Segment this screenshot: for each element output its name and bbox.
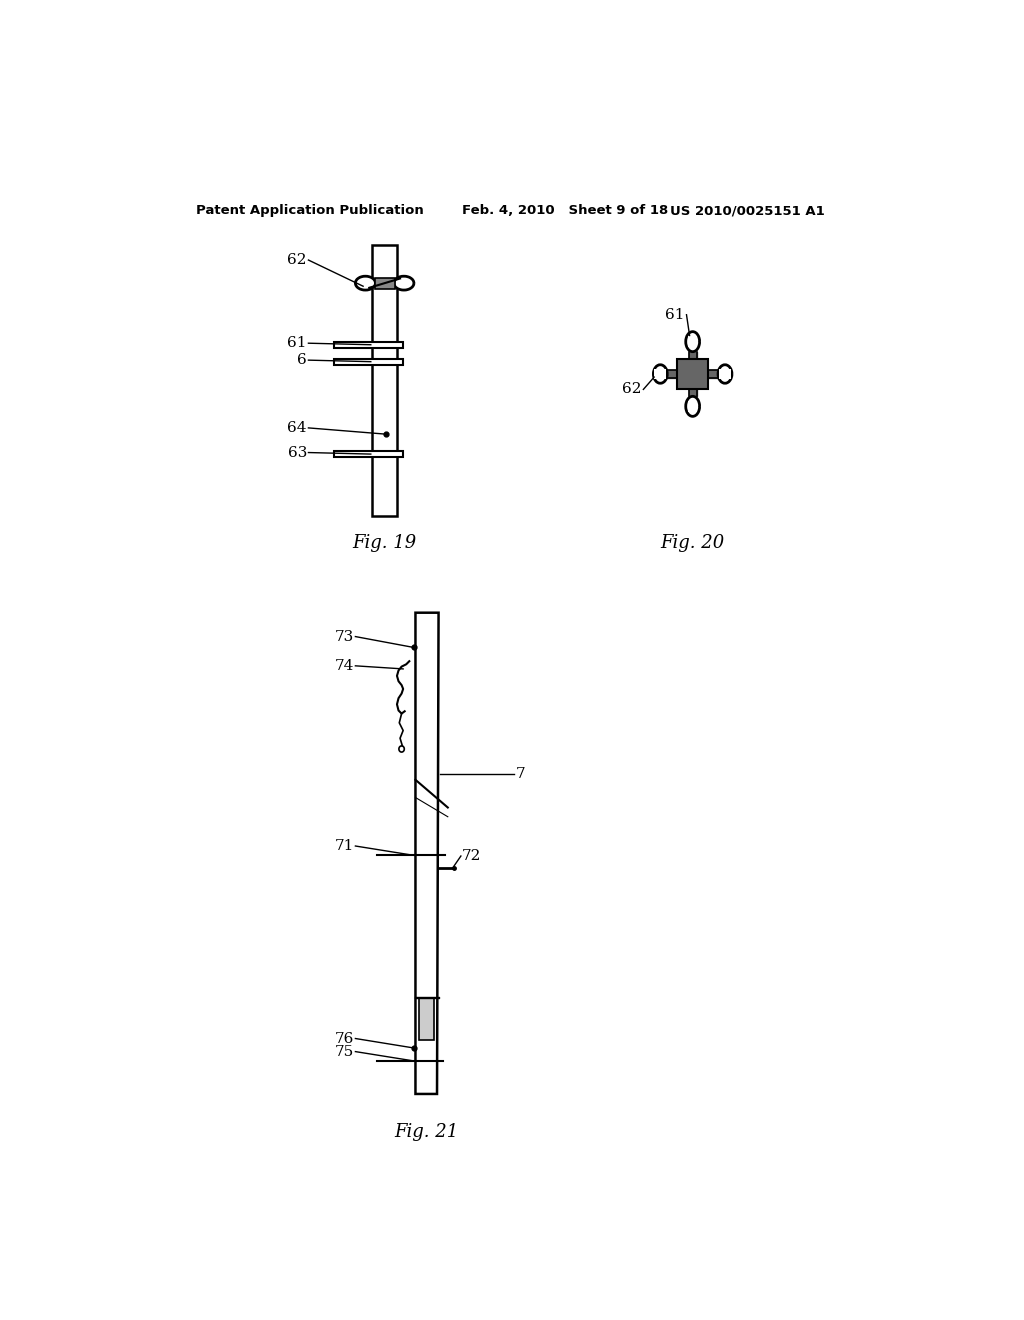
Polygon shape	[357, 277, 375, 289]
Polygon shape	[394, 277, 414, 289]
Polygon shape	[654, 370, 667, 379]
Polygon shape	[419, 998, 434, 1040]
Polygon shape	[677, 359, 708, 389]
Polygon shape	[416, 612, 438, 1094]
Text: 73: 73	[335, 630, 354, 644]
Polygon shape	[688, 401, 697, 412]
Polygon shape	[375, 277, 394, 289]
Polygon shape	[334, 359, 403, 364]
Text: Fig. 20: Fig. 20	[660, 535, 725, 552]
Text: Patent Application Publication: Patent Application Publication	[196, 205, 424, 218]
Text: 72: 72	[462, 849, 481, 863]
Text: 61: 61	[288, 337, 307, 350]
Text: 75: 75	[335, 1044, 354, 1059]
Text: 7: 7	[515, 767, 525, 781]
Text: Fig. 19: Fig. 19	[352, 535, 417, 552]
Text: 74: 74	[335, 659, 354, 673]
Text: 6: 6	[297, 354, 307, 367]
Polygon shape	[688, 337, 697, 347]
Text: 76: 76	[335, 1031, 354, 1045]
Text: US 2010/0025151 A1: US 2010/0025151 A1	[670, 205, 824, 218]
Polygon shape	[719, 370, 731, 379]
Text: 64: 64	[288, 421, 307, 434]
Text: 61: 61	[666, 308, 685, 322]
Text: Fig. 21: Fig. 21	[394, 1123, 459, 1142]
Text: Feb. 4, 2010   Sheet 9 of 18: Feb. 4, 2010 Sheet 9 of 18	[462, 205, 668, 218]
Polygon shape	[334, 451, 403, 457]
Polygon shape	[334, 342, 403, 348]
Text: 71: 71	[335, 840, 354, 853]
Text: 62: 62	[622, 383, 641, 396]
Text: 62: 62	[288, 253, 307, 267]
Polygon shape	[373, 244, 397, 516]
Text: 63: 63	[288, 446, 307, 459]
